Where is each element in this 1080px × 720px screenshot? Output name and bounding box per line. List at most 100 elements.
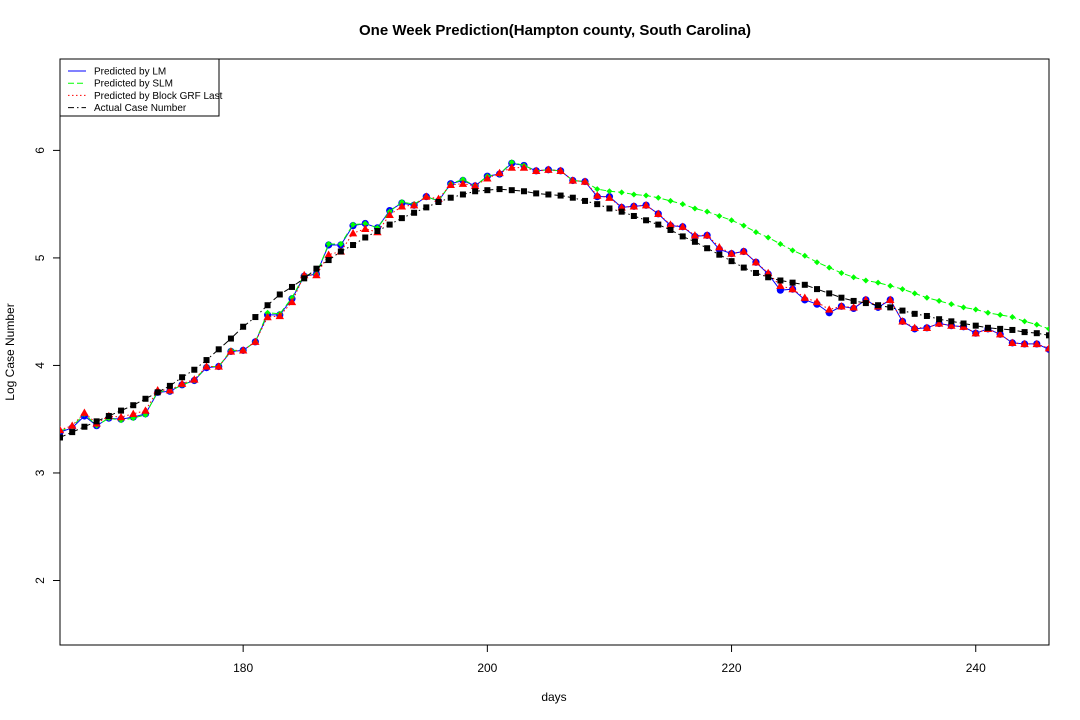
series-3-point-21 xyxy=(313,265,320,272)
series-3-point-49 xyxy=(655,221,662,228)
series-3-point-53 xyxy=(704,245,711,252)
series-1-point-81 xyxy=(1046,325,1049,332)
series-3-point-69 xyxy=(899,307,906,314)
series-3-point-42 xyxy=(569,194,576,201)
series-2-point-37 xyxy=(507,163,516,171)
series-2-point-80 xyxy=(1032,339,1041,348)
series-2-point-36 xyxy=(495,168,504,177)
series-2-point-51 xyxy=(678,222,687,230)
series-2-point-24 xyxy=(348,228,358,237)
series-1-point-19 xyxy=(288,294,295,301)
series-2-point-25 xyxy=(361,224,370,233)
series-2-point-34 xyxy=(470,181,480,190)
series-1-point-59 xyxy=(777,240,784,247)
series-2-point-16 xyxy=(251,337,260,345)
series-3-point-12 xyxy=(203,357,210,364)
series-1-point-75 xyxy=(972,306,979,313)
series-3-point-25 xyxy=(362,234,369,241)
series-1-point-67 xyxy=(875,279,882,286)
series-2-point-69 xyxy=(898,317,907,325)
series-2-point-12 xyxy=(202,362,211,370)
y-tick-label-2: 4 xyxy=(33,362,47,369)
x-tick-label-0: 180 xyxy=(233,661,253,675)
legend-box xyxy=(59,58,220,117)
series-2-point-56 xyxy=(739,247,748,255)
plot-area xyxy=(60,159,1049,441)
series-1-point-37 xyxy=(508,159,515,166)
series-3-point-56 xyxy=(740,264,747,271)
series-1-point-78 xyxy=(1009,314,1016,321)
series-2-point-57 xyxy=(751,258,761,266)
series-3-point-24 xyxy=(350,242,357,249)
series-1-point-63 xyxy=(826,264,833,271)
series-1-point-25 xyxy=(362,220,369,227)
series-2-point-64 xyxy=(837,302,846,310)
series-2-point-71 xyxy=(922,323,932,331)
series-1-point-80 xyxy=(1033,321,1040,328)
series-1-point-60 xyxy=(789,247,796,254)
series-2-point-62 xyxy=(812,297,822,306)
series-3-point-13 xyxy=(215,346,222,353)
series-3-point-35 xyxy=(484,187,491,194)
series-1-point-17 xyxy=(264,309,271,316)
series-3-point-57 xyxy=(752,269,759,276)
series-2-point-41 xyxy=(556,166,565,174)
series-2-point-70 xyxy=(910,323,919,331)
series-2-point-0 xyxy=(60,425,65,434)
series-1-point-54 xyxy=(716,212,723,219)
series-3-point-74 xyxy=(960,320,967,327)
series-3 xyxy=(60,186,1049,441)
legend-label-0: Predicted by LM xyxy=(94,67,166,78)
series-1-point-66 xyxy=(862,277,869,284)
series-3-point-6 xyxy=(130,402,137,409)
x-axis-label: days xyxy=(541,690,566,704)
series-0 xyxy=(60,159,1049,436)
series-1-point-55 xyxy=(728,217,735,224)
series-3-point-40 xyxy=(545,191,552,198)
series-3-point-34 xyxy=(472,188,479,195)
y-tick-label-4: 6 xyxy=(33,147,47,154)
series-3-point-32 xyxy=(447,194,454,201)
series-3-point-43 xyxy=(582,197,589,204)
series-3-point-70 xyxy=(911,310,918,317)
series-3-point-46 xyxy=(618,208,625,215)
series-1-point-62 xyxy=(814,259,821,266)
series-2-line xyxy=(60,167,1049,431)
series-3-point-44 xyxy=(594,201,601,208)
legend-label-1: Predicted by SLM xyxy=(94,79,173,90)
plot-frame xyxy=(59,58,1050,646)
series-0-line xyxy=(60,162,1049,433)
series-3-point-31 xyxy=(435,199,442,206)
series-2-point-7 xyxy=(141,406,150,414)
series-2-point-38 xyxy=(519,163,529,171)
series-2-point-35 xyxy=(483,174,492,182)
series-3-point-54 xyxy=(716,251,723,258)
series-3-point-79 xyxy=(1021,329,1028,336)
series-2-point-9 xyxy=(165,385,175,394)
series-2-point-50 xyxy=(666,220,675,228)
series-2-point-40 xyxy=(544,165,553,173)
series-2-point-28 xyxy=(397,202,407,210)
series-2-point-77 xyxy=(995,330,1005,338)
chart-title: One Week Prediction(Hampton county, Sout… xyxy=(359,22,751,39)
y-tick-label-1: 3 xyxy=(33,469,47,476)
series-3-point-39 xyxy=(533,190,540,197)
series-3-point-64 xyxy=(838,294,845,301)
series-2-point-47 xyxy=(629,202,639,210)
series-3-point-7 xyxy=(142,395,149,402)
series-1-point-61 xyxy=(801,252,808,259)
x-tick-label-2: 220 xyxy=(722,661,742,675)
series-1-point-70 xyxy=(911,290,918,297)
series-2-point-33 xyxy=(458,179,468,187)
series-2-point-68 xyxy=(886,295,895,304)
series-3-point-63 xyxy=(826,290,833,297)
legend-label-3: Actual Case Number xyxy=(94,103,187,114)
series-3-point-27 xyxy=(386,221,393,228)
series-3-point-45 xyxy=(606,205,613,212)
series-3-point-30 xyxy=(423,204,430,211)
series-3-point-58 xyxy=(765,274,772,281)
x-axis: 180 200 220 240 xyxy=(233,645,986,675)
series-2-point-14 xyxy=(226,347,236,355)
